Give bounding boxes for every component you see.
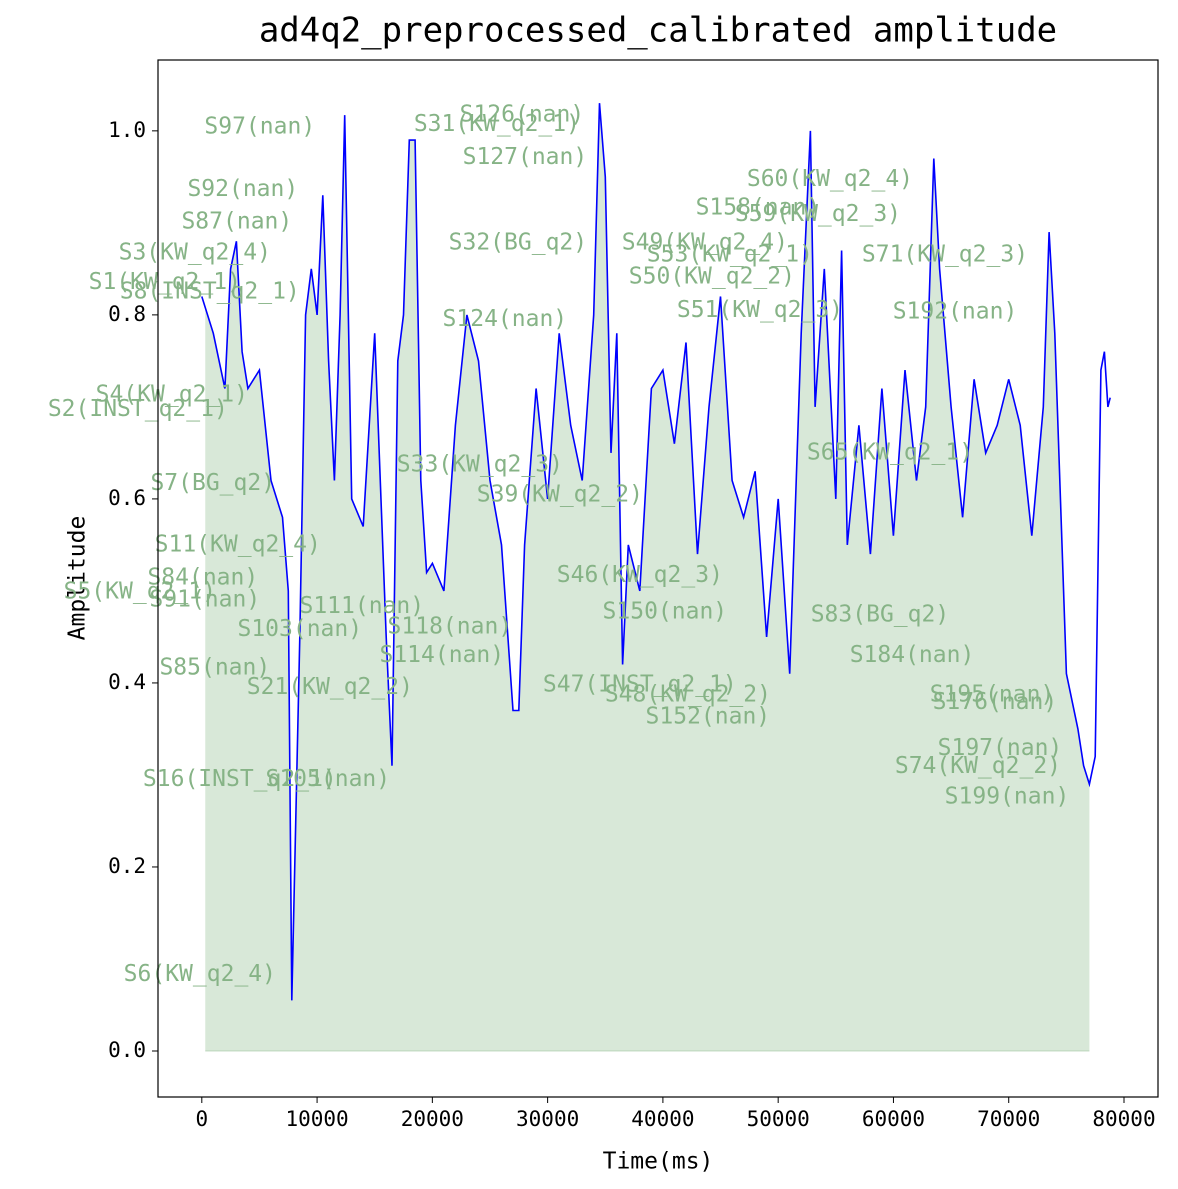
annotation: S8(INST_q2_1) [120,278,300,304]
annotation: S126(nan) [460,102,585,128]
y-tick-label: 0.0 [108,1038,146,1062]
annotation: S49(KW_q2_4) [622,230,788,256]
annotation: S83(BG_q2) [811,601,949,627]
x-tick-label: 80000 [1092,1107,1155,1131]
annotation: S124(nan) [443,306,568,332]
y-tick-label: 0.6 [108,486,146,510]
x-tick-label: 60000 [862,1107,925,1131]
chart-title: ad4q2_preprocessed_calibrated amplitude [259,11,1057,51]
annotation: S11(KW_q2_4) [155,531,321,557]
annotation: S33(KW_q2_3) [397,451,563,477]
annotation: S48(KW_q2_2) [605,681,771,707]
y-tick-label: 1.0 [108,118,146,142]
annotation: S53(KW_q2_1) [647,242,813,268]
x-tick-label: 20000 [401,1107,464,1131]
plot-frame [157,59,1159,1098]
annotation: S7(BG_q2) [150,470,275,496]
annotation: S46(KW_q2_3) [557,562,723,588]
annotation: S84(nan) [147,565,258,591]
annotation: S71(KW_q2_3) [862,242,1028,268]
annotation: S103(nan) [237,616,362,642]
x-tick-label: 10000 [285,1107,348,1131]
annotation: S2(INST_q2_1) [48,396,228,422]
annotation: S5(KW_q2_1) [64,578,216,604]
annotation: S97(nan) [204,114,315,140]
line [201,103,1111,1001]
annotation: S197(nan) [938,735,1063,761]
annotation: S91(nan) [149,587,260,613]
x-tick-label: 30000 [516,1107,579,1131]
x-tick-label: 0 [195,1107,208,1131]
annotation: S4(KW_q2_1) [96,381,248,407]
x-tick-label: 40000 [631,1107,694,1131]
annotation: S118(nan) [388,613,513,639]
annotation: S1(KW_q2_1) [89,269,241,295]
annotation: S59(KW_q2_3) [735,201,901,227]
annotation: S50(KW_q2_2) [629,264,795,290]
x-axis-label: Time(ms) [603,1149,714,1175]
y-tick-label: 0.8 [108,302,146,326]
annotation: S105(nan) [265,766,390,792]
annotation: S176(nan) [933,689,1058,715]
annotation: S32(BG_q2) [449,230,587,256]
annotation: S6(KW_q2_4) [124,961,276,987]
annotation: S51(KW_q2_3) [677,297,843,323]
annotation: S21(KW_q2_2) [247,674,413,700]
annotation: S39(KW_q2_2) [477,482,643,508]
annotation: S31(KW_q2_1) [414,111,580,137]
y-tick-label: 0.4 [108,670,146,694]
annotation: S158(nan) [696,195,821,221]
annotation: S127(nan) [463,144,588,170]
annotation: S111(nan) [299,593,424,619]
annotation: S16(INST_q2_1) [143,766,337,792]
annotation: S152(nan) [646,703,771,729]
annotation: S192(nan) [893,299,1018,325]
annotation: S114(nan) [379,642,504,668]
annotation: S195(nan) [930,681,1055,707]
annotation: S85(nan) [159,655,270,681]
annotation: S65(KW_q2_1) [807,439,973,465]
annotation: S92(nan) [187,176,298,202]
y-tick-label: 0.2 [108,854,146,878]
annotation: S199(nan) [945,784,1070,810]
y-axis-label: Amplitude [65,516,91,641]
annotation: S150(nan) [603,599,728,625]
annotation: S87(nan) [181,208,292,234]
plot-area [201,103,1111,1052]
annotation: S60(KW_q2_4) [747,166,913,192]
x-tick-label: 70000 [977,1107,1040,1131]
annotation: S47(INST_q2_1) [543,671,737,697]
annotation: S184(nan) [850,642,975,668]
x-tick-label: 50000 [747,1107,810,1131]
annotation: S3(KW_q2_4) [119,240,271,266]
annotation: S74(KW_q2_2) [895,753,1061,779]
